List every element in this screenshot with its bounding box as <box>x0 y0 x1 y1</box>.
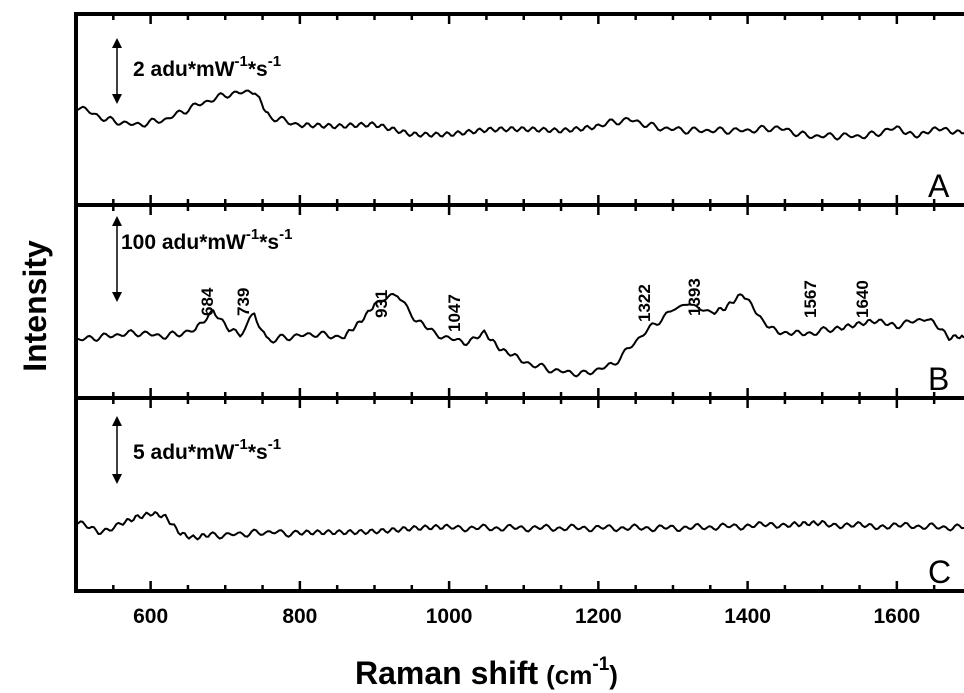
scale-label-c: 5 adu*mW-1*s-1 <box>133 436 281 464</box>
tick-marks <box>112 14 936 591</box>
x-axis-label: Raman shift (cm-1) <box>355 654 618 691</box>
spectrum-trace-a <box>75 89 964 141</box>
x-tick-label: 600 <box>133 605 168 628</box>
peak-labels: 684 739 931 1047 1322 1393 1567 1640 <box>198 278 872 332</box>
peak-label: 1567 <box>801 280 820 318</box>
peak-label: 739 <box>234 288 253 316</box>
spectrum-trace-c <box>75 511 964 541</box>
scale-label-b: 100 adu*mW-1*s-1 <box>121 226 292 254</box>
x-tick-labels: 600 800 1000 1200 1400 1600 <box>133 605 920 628</box>
x-tick-label: 800 <box>282 605 317 628</box>
scale-label-a: 2 adu*mW-1*s-1 <box>133 53 281 81</box>
panel-letter-b: B <box>928 361 949 397</box>
scale-arrow-a <box>112 38 122 104</box>
x-tick-label: 1400 <box>724 605 771 628</box>
spectrum-trace-b <box>76 293 964 378</box>
x-tick-label: 1600 <box>873 605 920 628</box>
panel-letter-c: C <box>928 554 951 590</box>
peak-label: 1047 <box>445 294 464 332</box>
peak-label: 1393 <box>685 278 704 316</box>
x-tick-label: 1200 <box>575 605 622 628</box>
panel-letter-a: A <box>928 168 950 204</box>
plot-frame <box>74 12 964 593</box>
peak-label: 1322 <box>635 284 654 322</box>
x-tick-label: 1000 <box>426 605 473 628</box>
scale-arrow-b <box>112 216 122 302</box>
peak-label: 1640 <box>853 280 872 318</box>
peak-label: 931 <box>372 290 391 318</box>
peak-label: 684 <box>198 287 217 316</box>
scale-arrow-c <box>112 416 122 484</box>
y-axis-label: Intensity <box>17 240 53 372</box>
